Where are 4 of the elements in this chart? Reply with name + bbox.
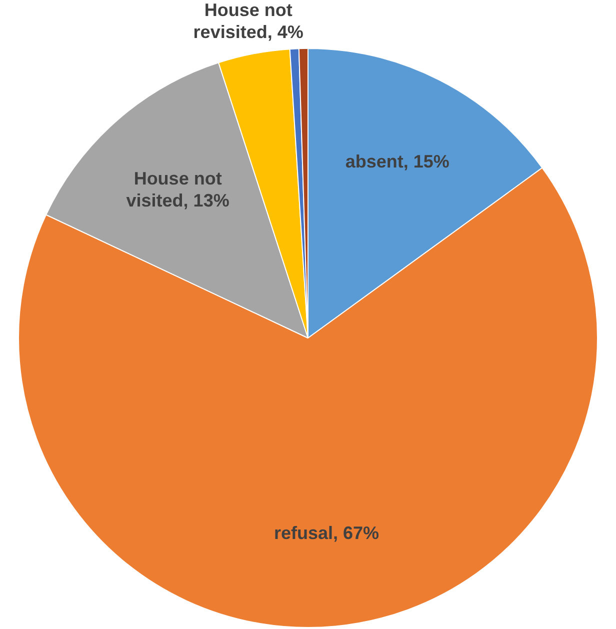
slice-label: absent, 15%	[345, 152, 450, 172]
slice-label: House not visited, 13%	[126, 168, 230, 210]
slice-label: refusal, 67%	[274, 522, 380, 543]
slice-label: House not revisited, 4%	[193, 0, 304, 42]
